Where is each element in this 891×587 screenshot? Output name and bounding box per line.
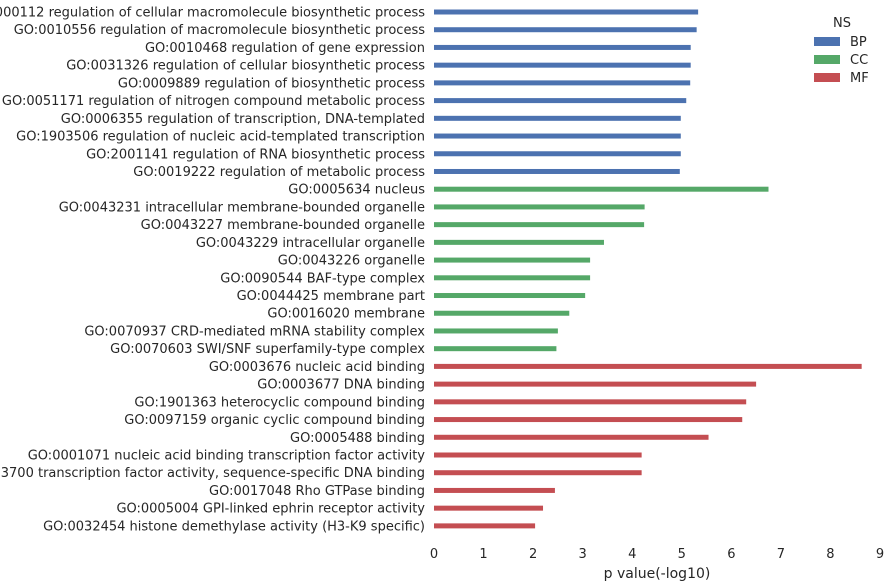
bar-27 (434, 470, 642, 476)
x-tick-label-8: 8 (826, 547, 834, 562)
category-label-1: GO:2000112 regulation of cellular macrom… (0, 6, 425, 21)
bar-9 (434, 151, 681, 157)
category-labels-group: GO:2000112 regulation of cellular macrom… (0, 6, 425, 535)
x-tick-label-0: 0 (430, 547, 438, 562)
category-label-25: GO:0005488 binding (290, 431, 425, 446)
bar-29 (434, 505, 544, 511)
category-label-20: GO:0070603 SWI/SNF superfamily-type comp… (110, 342, 425, 357)
bar-4 (434, 62, 691, 68)
bar-28 (434, 487, 555, 493)
category-label-3: GO:0010468 regulation of gene expression (145, 41, 425, 56)
bar-6 (434, 98, 687, 104)
bar-11 (434, 186, 769, 192)
legend-swatch-mf (814, 73, 840, 82)
x-tick-label-3: 3 (579, 547, 587, 562)
x-axis-label: p value(-log10) (604, 566, 711, 582)
category-label-17: GO:0044425 membrane part (237, 289, 425, 304)
legend-swatch-bp (814, 37, 840, 46)
bar-23 (434, 399, 747, 405)
bar-5 (434, 80, 691, 86)
legend-swatch-cc (814, 55, 840, 64)
category-label-28: GO:0017048 Rho GTPase binding (209, 484, 425, 499)
category-label-11: GO:0005634 nucleus (288, 183, 425, 198)
bar-13 (434, 222, 645, 228)
bar-17 (434, 293, 586, 299)
category-label-26: GO:0001071 nucleic acid binding transcri… (28, 449, 426, 464)
bar-2 (434, 27, 697, 33)
category-label-10: GO:0019222 regulation of metabolic proce… (133, 165, 425, 180)
legend-label-bp: BP (850, 35, 867, 50)
category-label-2: GO:0010556 regulation of macromolecule b… (14, 23, 425, 38)
category-label-13: GO:0043227 membrane-bounded organelle (141, 218, 425, 233)
bar-18 (434, 310, 570, 316)
x-tick-label-4: 4 (628, 547, 636, 562)
category-label-14: GO:0043229 intracellular organelle (196, 236, 425, 251)
x-tick-label-5: 5 (678, 547, 686, 562)
category-label-19: GO:0070937 CRD-mediated mRNA stability c… (84, 324, 425, 339)
bar-21 (434, 363, 862, 369)
category-label-4: GO:0031326 regulation of cellular biosyn… (66, 59, 425, 74)
category-label-29: GO:0005004 GPI-linked ephrin receptor ac… (116, 502, 425, 517)
category-label-15: GO:0043226 organelle (278, 254, 425, 269)
bar-26 (434, 452, 642, 458)
category-label-16: GO:0090544 BAF-type complex (220, 271, 425, 286)
category-label-23: GO:1901363 heterocyclic compound binding (134, 395, 425, 410)
category-label-7: GO:0006355 regulation of transcription, … (61, 112, 425, 127)
bar-19 (434, 328, 558, 334)
bar-16 (434, 275, 591, 281)
bar-12 (434, 204, 645, 210)
category-label-6: GO:0051171 regulation of nitrogen compou… (2, 94, 425, 109)
legend-label-mf: MF (850, 71, 869, 86)
category-label-5: GO:0009889 regulation of biosynthetic pr… (118, 76, 425, 91)
bar-14 (434, 239, 604, 245)
legend: NS BP CC MF (814, 16, 869, 86)
category-label-27: GO:0003700 transcription factor activity… (0, 466, 425, 481)
bar-10 (434, 168, 680, 174)
bar-8 (434, 133, 681, 139)
bar-22 (434, 381, 757, 387)
bar-20 (434, 346, 557, 352)
bar-25 (434, 434, 709, 440)
legend-entries: BP CC MF (814, 35, 869, 86)
category-label-21: GO:0003676 nucleic acid binding (209, 360, 425, 375)
category-label-9: GO:2001141 regulation of RNA biosyntheti… (86, 147, 425, 162)
bar-3 (434, 44, 691, 50)
legend-label-cc: CC (850, 53, 868, 68)
x-tick-label-7: 7 (777, 547, 785, 562)
bar-30 (434, 523, 536, 529)
bar-1 (434, 9, 699, 15)
category-label-30: GO:0032454 histone demethylase activity … (43, 519, 425, 534)
bar-24 (434, 417, 743, 423)
category-label-24: GO:0097159 organic cyclic compound bindi… (124, 413, 425, 428)
category-label-18: GO:0016020 membrane (267, 307, 425, 322)
x-tick-label-1: 1 (479, 547, 487, 562)
category-label-8: GO:1903506 regulation of nucleic acid-te… (16, 130, 425, 145)
bars-group (434, 9, 862, 529)
bar-15 (434, 257, 591, 263)
x-tick-label-9: 9 (876, 547, 884, 562)
x-axis-ticks-group: 0 1 2 3 4 5 6 7 8 9 (430, 547, 884, 562)
bar-7 (434, 115, 681, 121)
x-tick-label-6: 6 (727, 547, 735, 562)
x-tick-label-2: 2 (529, 547, 537, 562)
legend-title: NS (833, 16, 851, 31)
category-label-12: GO:0043231 intracellular membrane-bounde… (59, 200, 425, 215)
category-label-22: GO:0003677 DNA binding (257, 378, 425, 393)
